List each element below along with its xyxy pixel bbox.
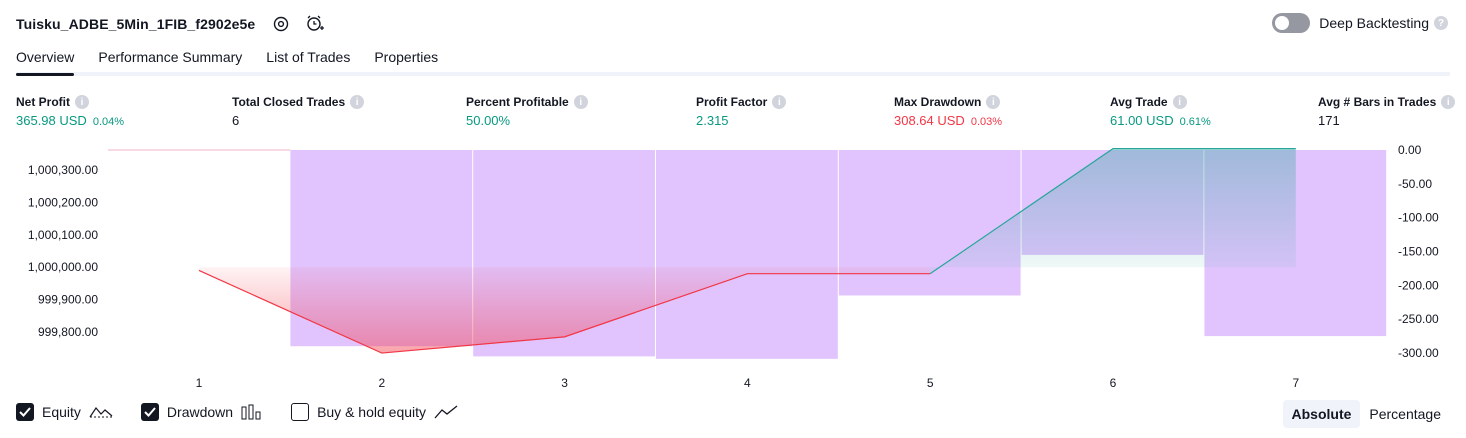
deep-backtesting-label: Deep Backtesting <box>1319 15 1429 31</box>
legend-drawdown[interactable]: Drawdown <box>140 403 263 421</box>
percentage-button[interactable]: Percentage <box>1369 406 1441 422</box>
settings-gear-icon[interactable] <box>271 14 291 34</box>
right-tick-label: -250.00 <box>1398 312 1439 326</box>
x-tick-label: 4 <box>744 376 751 390</box>
legend-label: Buy & hold equity <box>317 404 427 420</box>
right-tick-label: -300.00 <box>1398 346 1439 360</box>
equity-line <box>198 148 1296 354</box>
tab-properties[interactable]: Properties <box>374 49 439 65</box>
metric-value: 365.98 USD <box>16 113 87 128</box>
info-icon[interactable]: i <box>772 95 787 109</box>
metric-value: 50.00% <box>466 113 511 128</box>
info-icon[interactable]: i <box>75 95 89 109</box>
buy-hold-line-icon <box>434 404 458 420</box>
x-tick-label: 2 <box>378 376 385 390</box>
metric-avg-bars-in-trades: Avg # Bars in Trades i 171 <box>1318 94 1456 128</box>
metric-value: 171 <box>1318 113 1340 128</box>
left-tick-label: 1,000,000.00 <box>28 260 98 274</box>
metric-net-profit: Net Profit i 365.98 USD 0.04% <box>16 94 124 128</box>
metric-value: 2.315 <box>696 113 729 128</box>
deep-backtesting: Deep Backtesting ? <box>1272 13 1448 33</box>
x-tick-label: 5 <box>927 376 934 390</box>
metric-label: Total Closed Trades <box>232 95 346 109</box>
metric-percent: 0.03% <box>970 116 1003 128</box>
right-tick-label: 0.00 <box>1398 143 1422 157</box>
metric-percent: 0.04% <box>92 116 125 128</box>
info-icon[interactable]: i <box>1441 95 1456 109</box>
x-tick-label: 3 <box>561 376 568 390</box>
tab-list-of-trades[interactable]: List of Trades <box>266 49 351 65</box>
left-tick-label: 1,000,200.00 <box>28 195 98 209</box>
left-tick-label: 999,800.00 <box>38 325 98 339</box>
legend-label: Drawdown <box>166 404 234 420</box>
drawdown-bar <box>656 150 838 359</box>
checkbox-checked[interactable] <box>140 403 159 421</box>
metric-value: 6 <box>232 113 240 128</box>
metric-label: Avg Trade <box>1110 95 1168 109</box>
info-icon[interactable]: i <box>1172 95 1187 109</box>
equity-line-icon <box>89 404 113 420</box>
metric-label: Percent Profitable <box>466 95 569 109</box>
left-tick-label: 999,900.00 <box>38 293 98 307</box>
right-axis: 0.00 -50.00 -100.00 -150.00 -200.00 -250.00 -3… <box>1398 143 1439 360</box>
tab-overview[interactable]: Overview <box>16 46 75 76</box>
x-tick-label: 7 <box>1292 376 1299 390</box>
strategy-header: Tuisku_ADBE_5Min_1FIB_f2902e5e <box>16 12 325 36</box>
right-tick-label: -200.00 <box>1398 278 1439 292</box>
right-tick-label: -50.00 <box>1398 177 1432 191</box>
alarm-add-icon[interactable] <box>305 14 325 34</box>
left-axis: 999,800.00 999,900.00 1,000,000.00 1,000,10… <box>28 163 98 339</box>
x-axis: 1 2 3 4 5 6 7 <box>196 376 1300 390</box>
tab-performance-summary[interactable]: Performance Summary <box>98 49 243 65</box>
metric-label: Avg # Bars in Trades <box>1318 95 1437 109</box>
metric-profit-factor: Profit Factor i 2.315 <box>696 94 787 128</box>
checkbox-unchecked[interactable] <box>291 403 310 421</box>
metric-value: 308.64 USD <box>894 113 965 128</box>
tab-bar: Overview Performance Summary List of Tra… <box>16 46 1450 76</box>
deep-backtesting-toggle[interactable] <box>1272 13 1311 33</box>
checkbox-checked[interactable] <box>16 403 34 421</box>
metric-percent: 0.61% <box>1179 116 1211 128</box>
equity-line-gain <box>929 148 1296 275</box>
absolute-button[interactable]: Absolute <box>1282 400 1361 428</box>
equity-drawdown-chart[interactable]: 999,800.00 999,900.00 1,000,000.00 1,000,10… <box>0 140 1466 395</box>
metric-max-drawdown: Max Drawdown i 308.64 USD 0.03% <box>894 94 1002 128</box>
help-icon[interactable]: ? <box>1434 16 1448 30</box>
metric-value: 61.00 USD <box>1110 113 1174 128</box>
right-tick-label: -100.00 <box>1398 211 1439 225</box>
drawdown-bars-icon <box>241 404 263 420</box>
legend-label: Equity <box>42 404 81 420</box>
metric-percent-profitable: Percent Profitable i 50.00% <box>466 94 588 128</box>
x-tick-label: 6 <box>1110 376 1117 390</box>
info-icon[interactable]: i <box>350 95 365 109</box>
left-tick-label: 1,000,100.00 <box>28 228 98 242</box>
equity-fill <box>199 148 1296 354</box>
toggle-knob <box>1275 16 1290 30</box>
metric-avg-trade: Avg Trade i 61.00 USD 0.61% <box>1110 94 1211 128</box>
right-tick-label: -150.00 <box>1398 245 1439 259</box>
metric-label: Net Profit <box>16 95 70 109</box>
info-icon[interactable]: i <box>986 95 1001 109</box>
legend-buy-hold-equity[interactable]: Buy & hold equity <box>291 403 458 421</box>
info-icon[interactable]: i <box>573 95 588 109</box>
metric-total-closed-trades: Total Closed Trades i 6 <box>232 94 365 128</box>
equity-line-loss <box>198 269 931 354</box>
chart-legend: Equity Drawdown Buy & hold equity <box>16 403 486 421</box>
display-mode-switch: Absolute Percentage <box>1282 400 1451 428</box>
metric-label: Max Drawdown <box>894 95 982 109</box>
equity-gain-area <box>930 148 1296 274</box>
strategy-title: Tuisku_ADBE_5Min_1FIB_f2902e5e <box>16 16 256 32</box>
equity-loss-area <box>199 267 931 354</box>
x-tick-label: 1 <box>196 376 203 390</box>
metric-label: Profit Factor <box>696 95 768 109</box>
legend-equity[interactable]: Equity <box>16 403 113 421</box>
left-tick-label: 1,000,300.00 <box>28 163 98 177</box>
